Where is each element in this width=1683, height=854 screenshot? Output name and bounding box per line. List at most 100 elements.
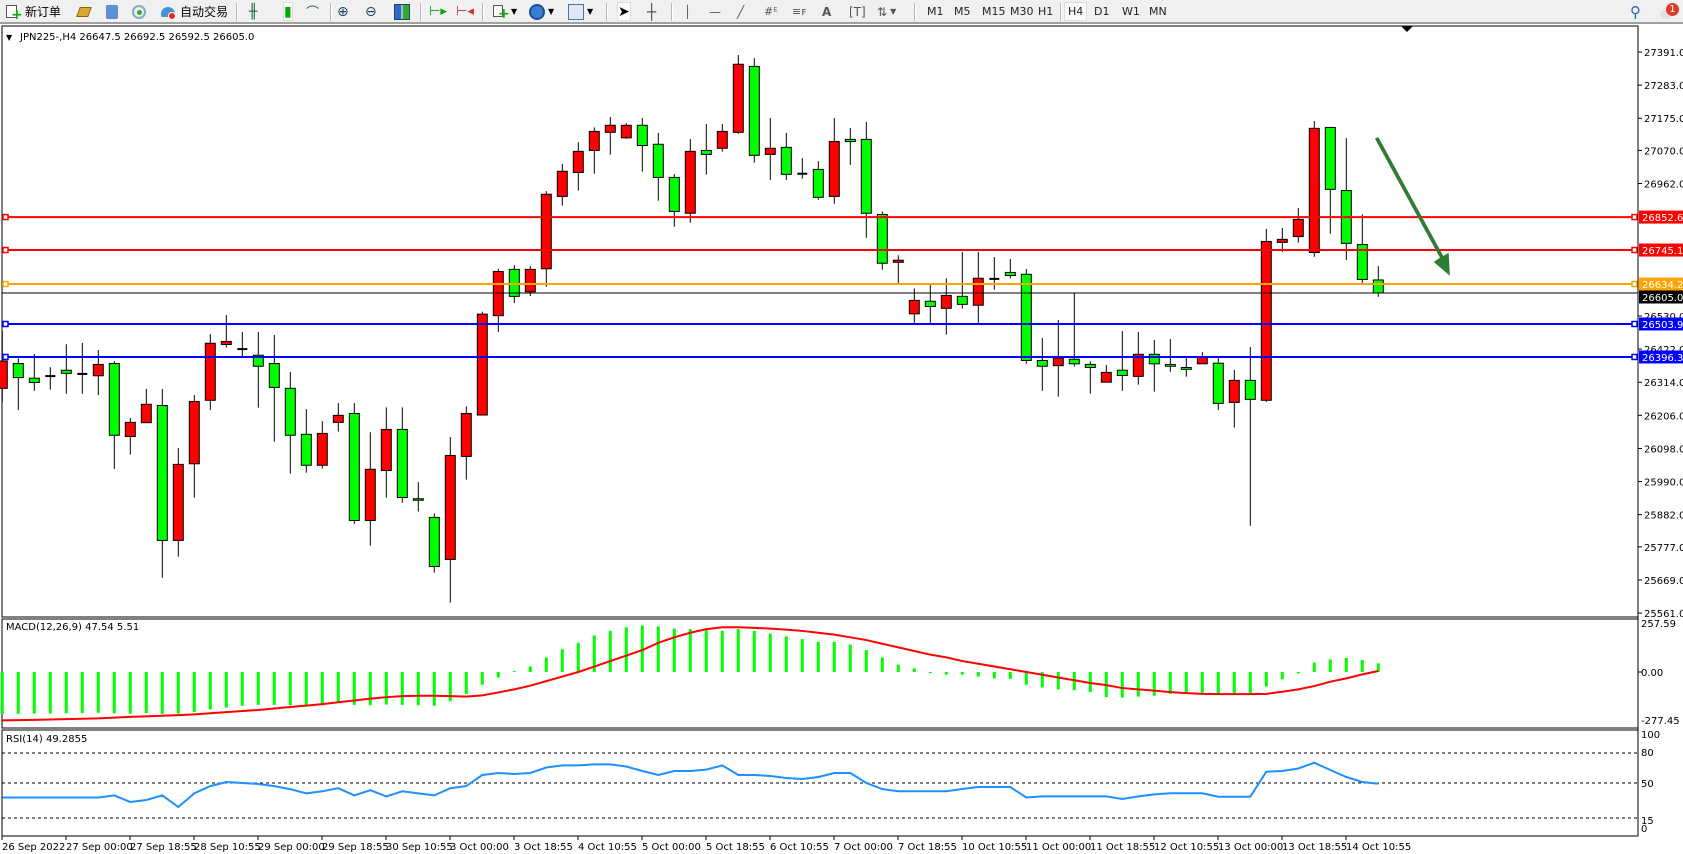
- line-handle-left[interactable]: [2, 320, 9, 328]
- candle: [108, 361, 120, 469]
- notification-badge: 1: [1666, 2, 1679, 16]
- macd-histogram-bar: [1200, 672, 1204, 694]
- indicators-button[interactable]: + ▼: [492, 2, 517, 21]
- candle: [1276, 227, 1288, 252]
- horizontal-line-icon[interactable]: —: [709, 4, 721, 19]
- bar-chart-icon[interactable]: ╫: [249, 3, 258, 20]
- macd-histogram-bar: [240, 672, 244, 706]
- chevron-down-icon: ▼: [511, 7, 518, 16]
- candle-body: [1116, 369, 1128, 376]
- macd-histogram-bar: [480, 672, 484, 685]
- timeframe-m15[interactable]: M15: [982, 5, 1006, 18]
- timeframe-w1[interactable]: W1: [1122, 5, 1140, 18]
- line-handle-right[interactable]: [1631, 280, 1638, 288]
- macd-histogram-bar: [1264, 672, 1268, 687]
- candle: [748, 58, 760, 163]
- chart-shift-marker-icon[interactable]: [1401, 26, 1413, 32]
- rsi-tick-label: 100: [1641, 730, 1660, 741]
- crosshair-icon[interactable]: ┼: [647, 2, 657, 21]
- candle-body: [588, 130, 600, 151]
- line-handle-left[interactable]: [2, 213, 9, 221]
- macd-histogram-bar: [1168, 672, 1172, 694]
- candle-body: [1324, 126, 1336, 190]
- candle-body: [300, 433, 312, 466]
- macd-histogram-bar: [272, 672, 276, 705]
- vertical-line-icon[interactable]: │: [684, 4, 692, 19]
- periods-button[interactable]: ▼: [529, 2, 554, 21]
- zoom-in-icon[interactable]: ⊕: [337, 3, 349, 20]
- text-icon[interactable]: A: [822, 4, 832, 19]
- line-handle-right[interactable]: [1631, 353, 1638, 361]
- timeframe-d1[interactable]: D1: [1094, 5, 1110, 18]
- signal-icon[interactable]: [131, 2, 147, 21]
- timeframe-h1[interactable]: H1: [1038, 5, 1054, 18]
- candle-body: [1292, 218, 1304, 238]
- line-handle-left[interactable]: [2, 280, 9, 288]
- text-label-icon[interactable]: [T]: [849, 4, 866, 19]
- candle-body: [380, 428, 392, 472]
- time-tick-label: 10 Oct 10:55: [962, 842, 1027, 853]
- timeframe-m1[interactable]: M1: [927, 5, 944, 18]
- rsi-tick-label: 0: [1641, 824, 1647, 835]
- time-tick-label: 14 Oct 10:55: [1346, 842, 1411, 853]
- macd-histogram-bar: [0, 672, 4, 714]
- candle: [1308, 120, 1320, 257]
- timeframe-m5[interactable]: M5: [954, 5, 971, 18]
- line-handle-right[interactable]: [1631, 213, 1638, 221]
- candle-body: [1244, 379, 1256, 400]
- macd-histogram-bar: [992, 672, 996, 679]
- zoom-out-icon[interactable]: ⊖: [365, 3, 377, 20]
- macd-histogram-bar: [416, 672, 420, 706]
- candle-body: [1100, 371, 1112, 383]
- search-icon[interactable]: ⚲: [1630, 2, 1641, 21]
- candle-body: [252, 354, 264, 367]
- chart-info-label: JPN225-,H4 26647.5 26692.5 26592.5 26605…: [19, 32, 254, 43]
- candle-body: [556, 170, 568, 197]
- trendline-icon[interactable]: ╱: [737, 4, 745, 19]
- candle-body: [508, 268, 520, 297]
- macd-histogram-bar: [896, 664, 900, 672]
- navigator-icon[interactable]: [104, 2, 120, 21]
- line-handle-left[interactable]: [2, 246, 9, 254]
- notifications-button[interactable]: 1: [1660, 2, 1679, 21]
- macd-histogram-bar: [768, 633, 772, 672]
- macd-histogram-bar: [80, 672, 84, 714]
- tile-windows-icon[interactable]: [394, 2, 410, 21]
- macd-histogram-bar: [880, 657, 884, 672]
- auto-trading-button[interactable]: 自动交易: [160, 2, 228, 21]
- new-order-button[interactable]: + 新订单: [5, 2, 61, 22]
- cursor-icon[interactable]: ➤: [617, 2, 631, 21]
- fibonacci-icon[interactable]: ≡ꜰ: [792, 5, 807, 18]
- candlestick-chart-icon[interactable]: ▮: [283, 2, 293, 21]
- chart-menu-triangle-icon[interactable]: ▼: [6, 33, 13, 42]
- auto-trading-label: 自动交易: [180, 5, 229, 19]
- chevron-down-icon: ▼: [587, 7, 594, 16]
- candle: [172, 448, 184, 557]
- macd-histogram-bar: [432, 672, 436, 706]
- candle: [156, 388, 168, 578]
- line-handle-right[interactable]: [1631, 246, 1638, 254]
- line-handle-left[interactable]: [2, 353, 9, 361]
- time-tick-label: 12 Oct 10:55: [1154, 842, 1219, 853]
- candle: [1212, 357, 1224, 411]
- templates-button[interactable]: ▼: [568, 2, 593, 21]
- macd-histogram-bar: [784, 636, 788, 672]
- line-handle-right[interactable]: [1631, 320, 1638, 328]
- arrows-button[interactable]: ⇅ ▼: [877, 2, 896, 21]
- macd-histogram-bar: [208, 672, 212, 710]
- timeframe-m30[interactable]: M30: [1010, 5, 1034, 18]
- equidistant-channel-icon[interactable]: #ᴱ: [764, 5, 778, 18]
- candle-body: [716, 130, 728, 149]
- timeframe-mn[interactable]: MN: [1149, 5, 1167, 18]
- auto-scroll-icon[interactable]: ⊢▸: [429, 4, 447, 19]
- chart-shift-icon[interactable]: ⊢◂: [456, 4, 474, 19]
- line-chart-icon[interactable]: ⌒: [306, 6, 320, 21]
- price-tag: [1639, 290, 1683, 304]
- macd-histogram-bar: [1216, 672, 1220, 694]
- down-arrow-annotation[interactable]: [1374, 137, 1450, 276]
- candle: [1228, 369, 1240, 428]
- rsi-pane: 100 80 50 150: [2, 730, 1660, 835]
- candle: [284, 372, 296, 474]
- timeframe-h4[interactable]: H4: [1064, 2, 1088, 21]
